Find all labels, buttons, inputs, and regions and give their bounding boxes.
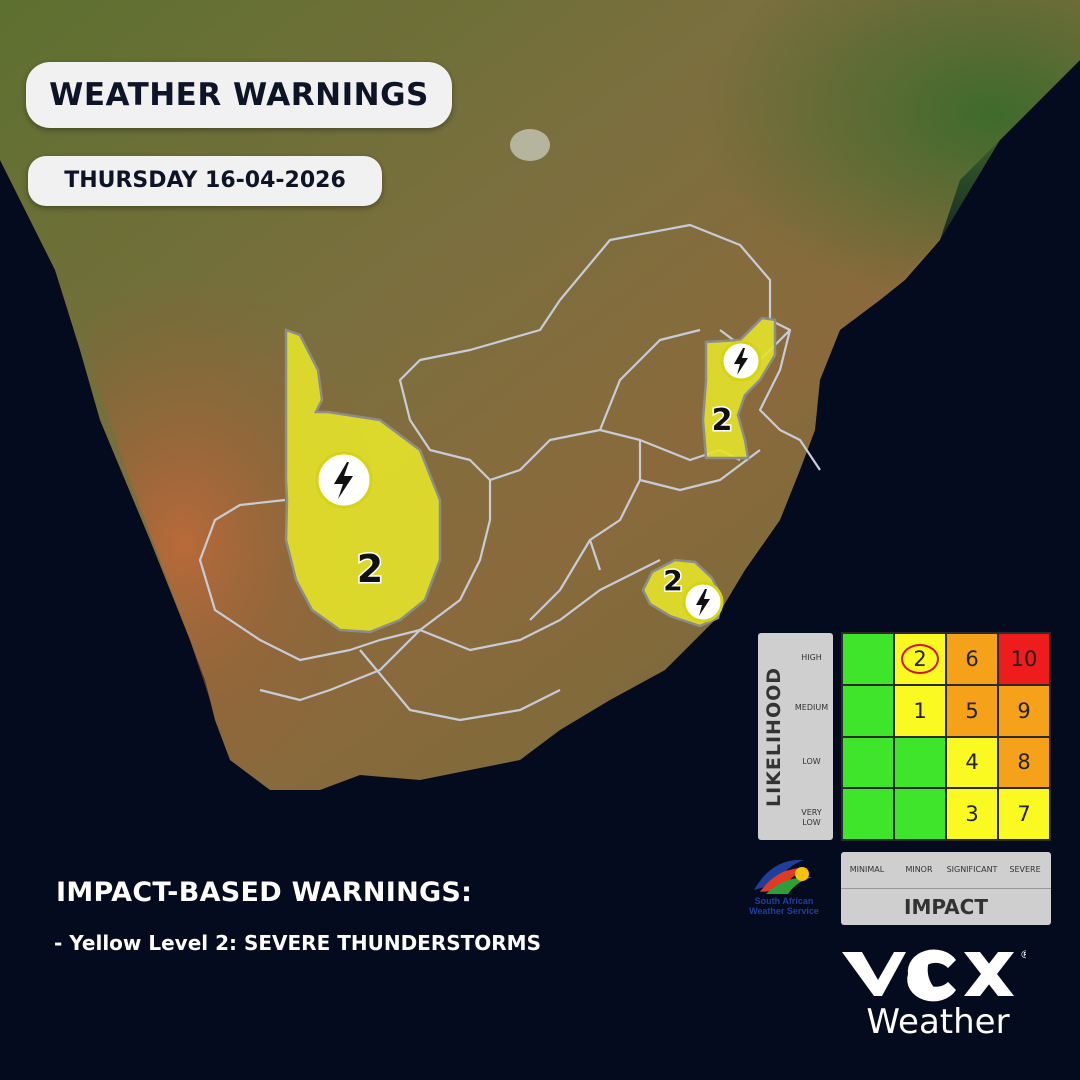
matrix-cell: 9 bbox=[999, 685, 1049, 736]
impact-likelihood-matrix: 2 6 10 1 5 9 4 8 3 7 bbox=[841, 632, 1051, 841]
legend-item: - Yellow Level 2: SEVERE THUNDERSTORMS bbox=[54, 931, 541, 955]
likelihood-level-medium: MEDIUM bbox=[794, 703, 829, 712]
impact-level-significant: SIGNIFICANT bbox=[946, 865, 998, 874]
date-badge: THURSDAY 16-04-2026 bbox=[28, 156, 382, 206]
saws-name: South African Weather Service bbox=[749, 896, 819, 916]
warning-level-label: 2 bbox=[357, 547, 383, 591]
matrix-cell: 6 bbox=[947, 634, 997, 684]
likelihood-level-very-low: VERY LOW bbox=[801, 808, 822, 827]
matrix-cell bbox=[843, 737, 893, 788]
matrix-cell bbox=[843, 685, 893, 736]
vegetation-region bbox=[500, 0, 1080, 380]
matrix-cell: 5 bbox=[947, 685, 997, 736]
impact-divider bbox=[841, 888, 1051, 889]
saws-logo bbox=[754, 859, 812, 894]
vox-logo: ® bbox=[842, 948, 1026, 1002]
matrix-cell: 10 bbox=[999, 634, 1049, 684]
salt-pan bbox=[510, 129, 550, 161]
matrix-cell: 3 bbox=[947, 789, 997, 839]
impact-level-minor: MINOR bbox=[905, 865, 933, 874]
lightning-bolt-icon bbox=[682, 581, 724, 623]
matrix-cell bbox=[843, 789, 893, 839]
matrix-cell bbox=[895, 789, 945, 839]
page-title: WEATHER WARNINGS bbox=[26, 62, 452, 128]
lightning-bolt-icon bbox=[315, 451, 373, 509]
impact-title: IMPACT bbox=[904, 895, 988, 919]
likelihood-level-low: LOW bbox=[802, 757, 821, 766]
matrix-cell bbox=[895, 737, 945, 788]
warning-level-label: 2 bbox=[712, 403, 733, 438]
brand-label: Weather bbox=[866, 1002, 1010, 1042]
matrix-cell bbox=[843, 634, 893, 684]
legend-heading: IMPACT-BASED WARNINGS: bbox=[56, 877, 473, 908]
warning-level-label: 2 bbox=[663, 564, 682, 597]
likelihood-axis: LIKELIHOOD HIGH MEDIUM LOW VERY LOW bbox=[758, 633, 833, 840]
likelihood-title: LIKELIHOOD bbox=[763, 666, 785, 807]
matrix-cell: 2 bbox=[895, 634, 945, 684]
matrix-cell: 7 bbox=[999, 789, 1049, 839]
matrix-cell: 8 bbox=[999, 737, 1049, 788]
matrix-cell: 1 bbox=[895, 685, 945, 736]
likelihood-level-high: HIGH bbox=[801, 653, 822, 662]
impact-level-severe: SEVERE bbox=[1009, 865, 1041, 874]
impact-level-minimal: MINIMAL bbox=[849, 865, 885, 874]
registered-mark: ® bbox=[1020, 948, 1026, 961]
matrix-cell: 4 bbox=[947, 737, 997, 788]
lightning-bolt-icon bbox=[720, 340, 762, 382]
impact-axis: MINIMAL MINOR SIGNIFICANT SEVERE IMPACT bbox=[841, 852, 1051, 925]
